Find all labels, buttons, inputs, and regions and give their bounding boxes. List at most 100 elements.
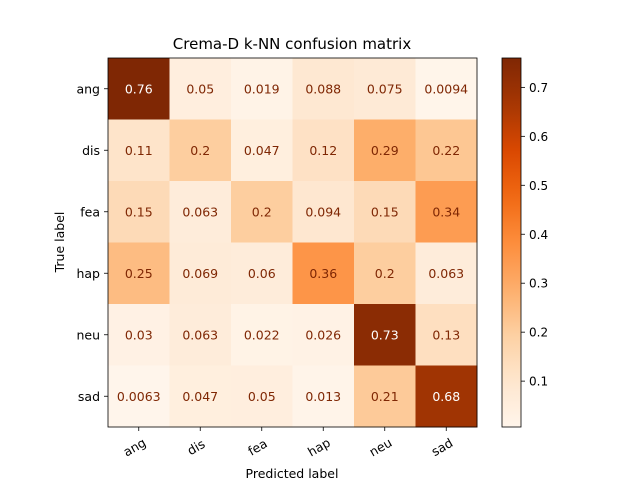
cell-value-label: 0.03	[125, 327, 153, 342]
heatmap-cell	[108, 365, 170, 428]
colorbar-tick-label: 0.7	[529, 81, 548, 95]
x-axis-label: Predicted label	[246, 466, 339, 480]
heatmap-cell	[415, 365, 478, 428]
heatmap-cell	[292, 365, 355, 428]
cell-value-label: 0.069	[182, 266, 218, 281]
heatmap-cell	[292, 304, 355, 366]
colorbar	[501, 57, 522, 428]
heatmap-cell	[415, 242, 478, 305]
cell-value-label: 0.06	[248, 266, 276, 281]
heatmap-cell	[354, 181, 416, 243]
heatmap-cell	[231, 119, 293, 182]
cell-value-label: 0.047	[244, 143, 280, 158]
cell-value-label: 0.73	[371, 327, 399, 342]
cell-value-label: 0.05	[186, 81, 214, 96]
cell-value-label: 0.075	[367, 81, 403, 96]
cell-value-label: 0.013	[305, 389, 341, 404]
plot-frame	[107, 57, 478, 428]
cell-value-label: 0.2	[190, 143, 210, 158]
x-tick-label: dis	[184, 436, 207, 458]
y-tick-label: sad	[78, 389, 100, 404]
heatmap-cell	[169, 181, 232, 243]
heatmap-cell	[169, 365, 232, 428]
chart-title: Crema-D k-NN confusion matrix	[173, 35, 412, 53]
cell-value-label: 0.0063	[117, 389, 161, 404]
colorbar-tick-label: 0.2	[529, 326, 548, 340]
cell-value-label: 0.088	[305, 81, 341, 96]
cell-value-label: 0.15	[371, 204, 399, 219]
cell-value-label: 0.022	[244, 327, 280, 342]
cell-value-label: 0.25	[125, 266, 153, 281]
heatmap-cell	[231, 242, 293, 305]
x-axis-ticks: ang dis fea hap neu sad	[121, 427, 456, 460]
heatmap-cell	[292, 58, 355, 120]
cell-value-label: 0.05	[248, 389, 276, 404]
y-tick-label: dis	[82, 143, 100, 158]
heatmap-cell	[231, 304, 293, 366]
heatmap-cell	[231, 365, 293, 428]
y-tick-label: fea	[80, 204, 100, 219]
cell-value-label: 0.047	[182, 389, 218, 404]
heatmap-cell	[108, 119, 170, 182]
colorbar-tick-label: 0.5	[529, 179, 548, 193]
heatmap-cell	[169, 304, 232, 366]
heatmap-cell	[354, 304, 416, 366]
heatmap-cell	[169, 242, 232, 305]
cell-value-label: 0.0094	[424, 81, 468, 96]
heatmap-cell	[354, 119, 416, 182]
cell-value-label: 0.2	[252, 204, 272, 219]
heatmap-cell	[415, 181, 478, 243]
cell-value-label: 0.11	[125, 143, 153, 158]
heatmap-cell-labels: 0.76 0.05 0.019 0.088 0.075 0.0094 0.11 0.2 0.04…	[117, 81, 468, 404]
x-tick-label: ang	[121, 435, 149, 460]
x-tick-label: neu	[367, 435, 395, 460]
cell-value-label: 0.34	[432, 204, 460, 219]
colorbar-tick-label: 0.1	[529, 375, 548, 389]
colorbar-tick-label: 0.4	[529, 228, 548, 242]
y-tick-label: neu	[76, 327, 100, 342]
heatmap-cell	[108, 304, 170, 366]
cell-value-label: 0.15	[125, 204, 153, 219]
heatmap-cell	[108, 58, 170, 120]
cell-value-label: 0.68	[432, 389, 460, 404]
colorbar-tick-label: 0.6	[529, 130, 548, 144]
cell-value-label: 0.76	[125, 81, 153, 96]
colorbar-ticks: 0.1 0.2 0.3 0.4 0.5 0.6 0.7	[521, 81, 548, 389]
cell-value-label: 0.063	[182, 327, 218, 342]
cell-value-label: 0.22	[432, 143, 460, 158]
cell-value-label: 0.36	[309, 266, 337, 281]
x-tick-label: sad	[429, 435, 456, 459]
heatmap-cell	[354, 58, 416, 120]
heatmap-cell	[292, 119, 355, 182]
cell-value-label: 0.094	[305, 204, 341, 219]
heatmap-cell	[292, 242, 355, 305]
heatmap-cell	[354, 242, 416, 305]
cell-value-label: 0.21	[371, 389, 399, 404]
heatmap-cell	[108, 181, 170, 243]
y-tick-label: ang	[76, 81, 100, 96]
x-tick-label: fea	[245, 436, 270, 459]
cell-value-label: 0.29	[371, 143, 399, 158]
y-tick-label: hap	[76, 266, 100, 281]
cell-value-label: 0.2	[375, 266, 395, 281]
heatmap-cell	[415, 58, 478, 120]
y-axis-ticks: ang dis fea hap neu sad	[76, 81, 108, 404]
y-axis-label: True label	[52, 212, 67, 274]
cell-value-label: 0.063	[182, 204, 218, 219]
heatmap-cells	[108, 58, 478, 428]
heatmap-cell	[108, 242, 170, 305]
cell-value-label: 0.026	[305, 327, 341, 342]
heatmap-cell	[169, 119, 232, 182]
heatmap-cell	[231, 181, 293, 243]
heatmap-cell	[169, 58, 232, 120]
heatmap-cell	[354, 365, 416, 428]
heatmap-cell	[415, 119, 478, 182]
heatmap-cell	[231, 58, 293, 120]
x-tick-label: hap	[305, 435, 333, 460]
cell-value-label: 0.019	[244, 81, 280, 96]
colorbar-tick-label: 0.3	[529, 277, 548, 291]
heatmap-cell	[292, 181, 355, 243]
cell-value-label: 0.12	[309, 143, 337, 158]
cell-value-label: 0.063	[428, 266, 464, 281]
